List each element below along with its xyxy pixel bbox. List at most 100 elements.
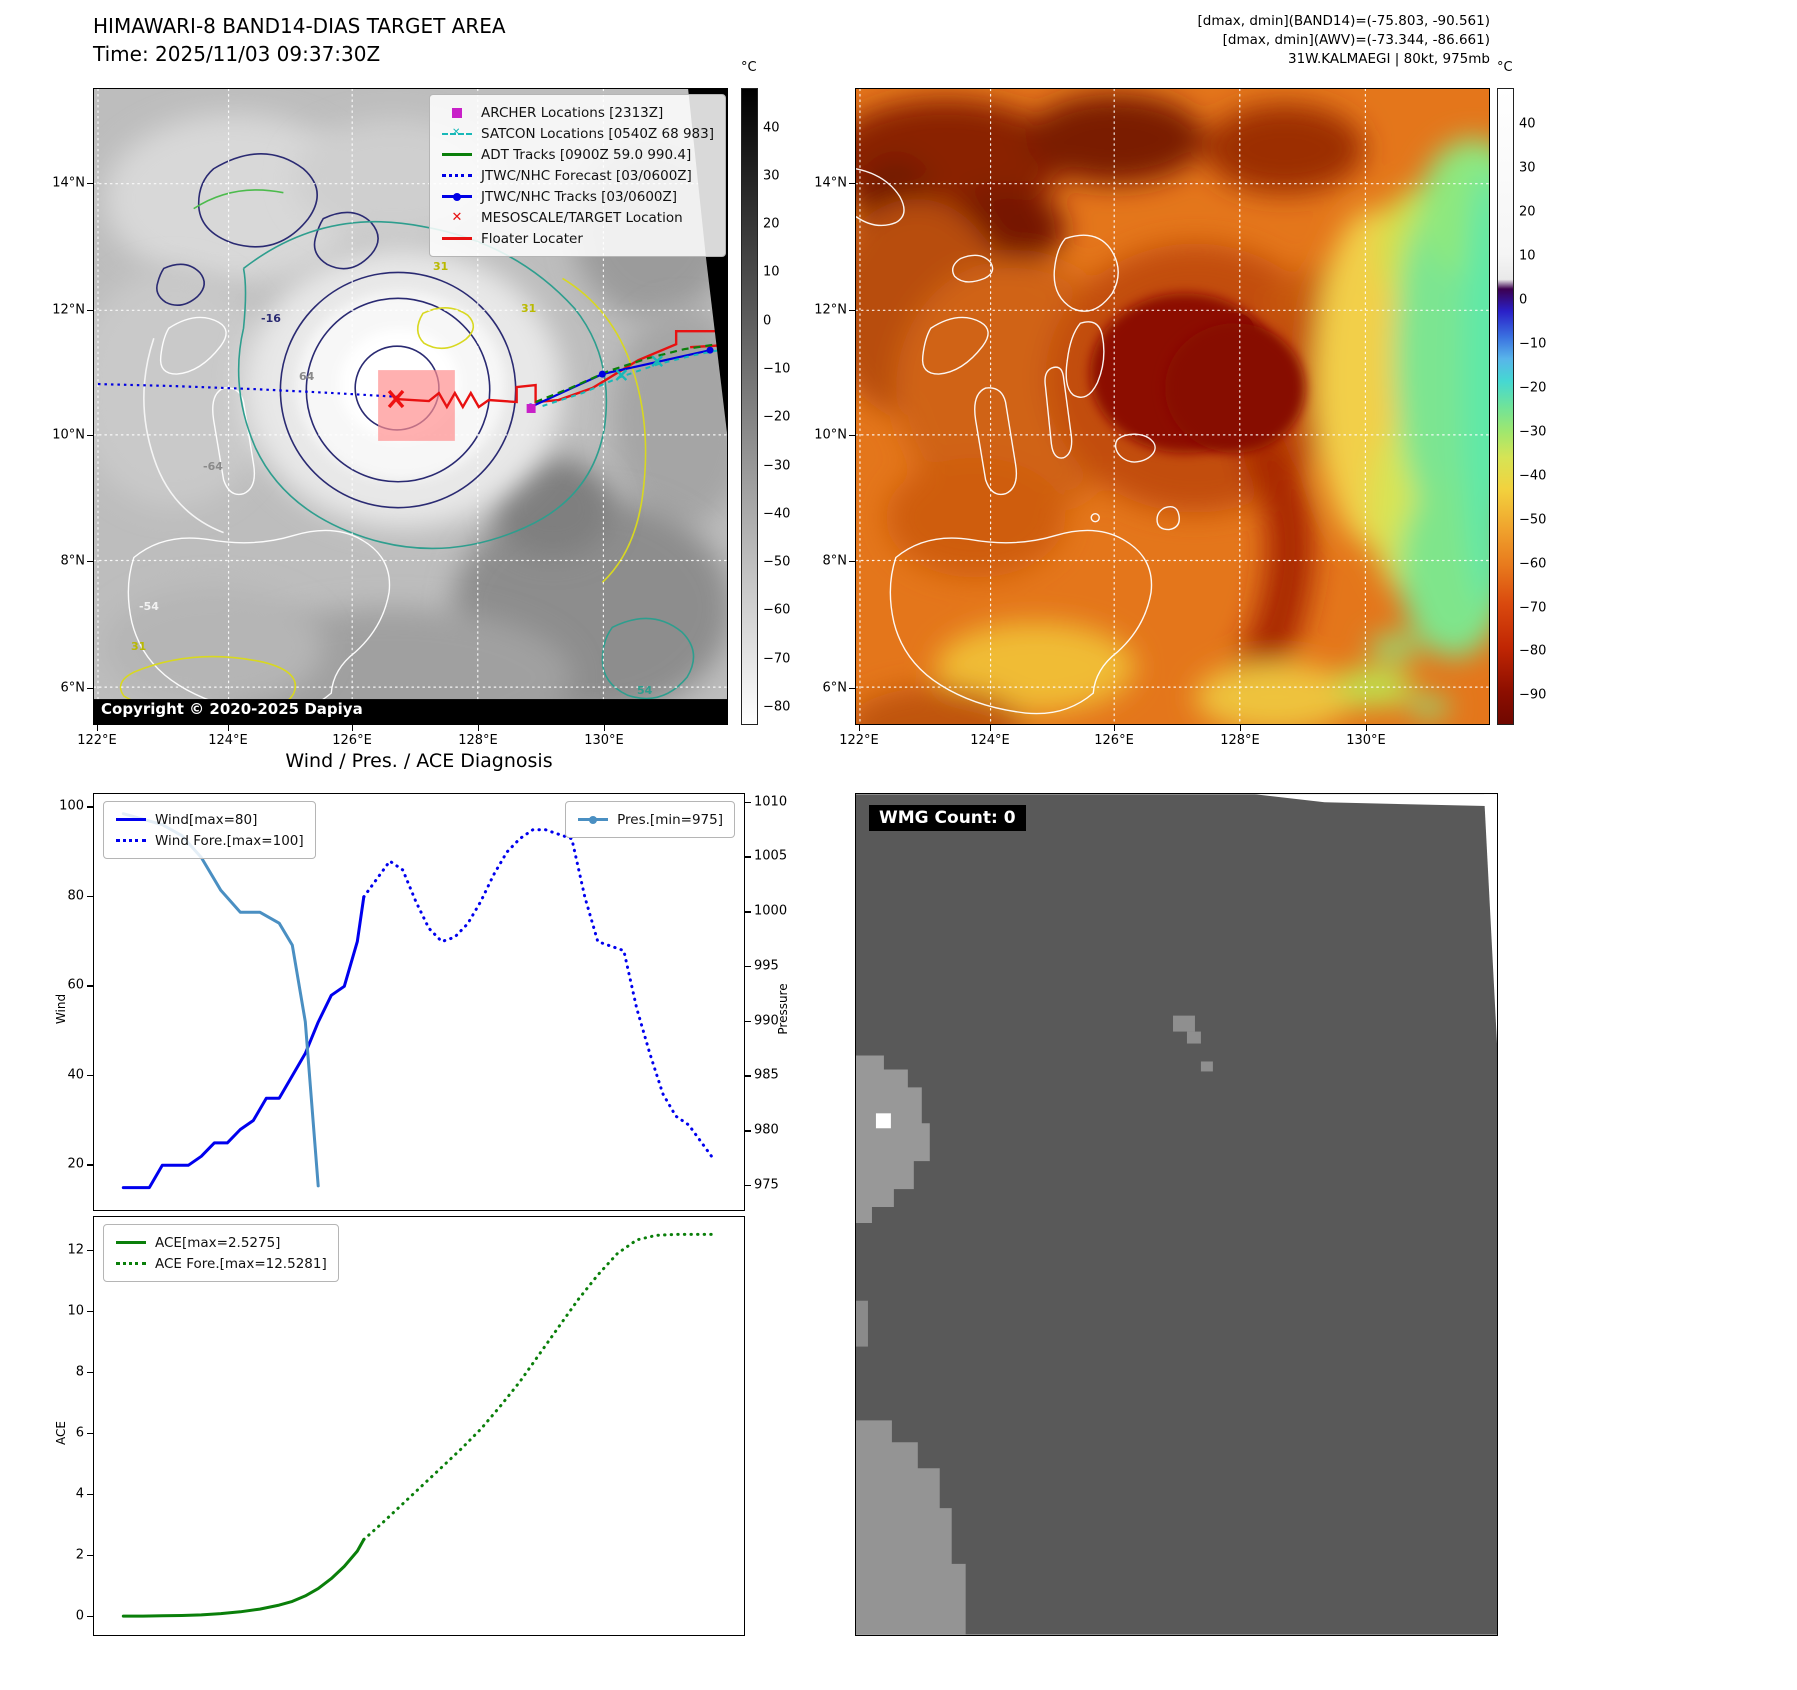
y-tick-mark xyxy=(87,1432,93,1435)
colorbar-tick: 30 xyxy=(1519,160,1536,176)
Floater Locater-swatch xyxy=(441,232,473,246)
coastlines xyxy=(856,168,1180,715)
satcon-x-marker xyxy=(651,355,664,367)
y-tick-label: 60 xyxy=(67,977,84,993)
pressure-legend: Pres.[min=975] xyxy=(565,801,735,838)
y-tick-label: 8 xyxy=(75,1364,84,1380)
x-tick-mark xyxy=(97,725,99,731)
series-ACE[max=2.5275] xyxy=(121,1538,366,1618)
contour-label: -54 xyxy=(139,600,159,613)
legend-item: JTWC/NHC Forecast [03/0600Z] xyxy=(441,165,714,186)
panel1-subtitle: Time: 2025/11/03 09:37:30Z xyxy=(93,42,381,66)
colorbar-tick: 20 xyxy=(1519,204,1536,220)
y-tick-label: 6 xyxy=(75,1425,84,1441)
ADT Tracks [0900Z 59.0 990.4]-swatch xyxy=(441,148,473,162)
ACE Fore.[max=12.5281]-swatch xyxy=(115,1257,147,1271)
y-tick-mark xyxy=(87,985,93,987)
series-Wind[max=80] xyxy=(121,895,366,1190)
ace-plot xyxy=(93,1216,745,1636)
satcon-track xyxy=(542,348,725,407)
legend-item: ADT Tracks [0900Z 59.0 990.4] xyxy=(441,144,714,165)
x-tick-mark xyxy=(603,725,606,731)
contour-label: 31 xyxy=(131,640,147,653)
y-tick-label: 80 xyxy=(67,888,84,904)
panel1-title: HIMAWARI-8 BAND14-DIAS TARGET AREA xyxy=(93,14,506,38)
target-x-marker xyxy=(387,389,405,409)
colorbar1-unit: °C xyxy=(741,60,757,75)
colorbar-tick: −30 xyxy=(1519,424,1547,440)
y-tick-label: 40 xyxy=(67,1067,84,1083)
copyright: Copyright © 2020-2025 Dapiya xyxy=(101,700,363,718)
legend-label: Floater Locater xyxy=(481,230,583,247)
colorbar-tick: 10 xyxy=(763,264,780,280)
y-tick-label: 8°N xyxy=(60,553,86,569)
contour-label: 31 xyxy=(521,302,537,315)
wind-axis-label: Wind xyxy=(54,993,68,1025)
colorbar-band14: 40 30 20 10 0 −10 −20 −30 −40 −50 −60 −70 −80 xyxy=(741,88,790,725)
y-tick-mark xyxy=(745,1075,751,1077)
x-tick-mark xyxy=(352,725,354,731)
colorbar-tick: −80 xyxy=(1519,643,1547,659)
ace-legend: ACE[max=2.5275] ACE Fore.[max=12.5281] xyxy=(103,1224,339,1282)
x-tick-label: 126°E xyxy=(1094,733,1134,748)
y-tick-label: 1010 xyxy=(754,794,788,810)
colorbar-tick: −70 xyxy=(763,651,791,667)
colorbar-tick: −20 xyxy=(1519,380,1547,396)
y-tick-mark xyxy=(745,1184,751,1187)
legend-label: MESOSCALE/TARGET Location xyxy=(481,209,683,226)
y-tick-label: 975 xyxy=(754,1177,779,1193)
Pres.[min=975]-swatch xyxy=(577,813,609,827)
legend-label: ACE[max=2.5275] xyxy=(155,1234,281,1251)
y-tick-label: 2 xyxy=(75,1547,84,1563)
colorbar-tick: −90 xyxy=(1519,687,1547,703)
colorbar-tick: −30 xyxy=(763,458,791,474)
x-tick-label: 128°E xyxy=(458,733,498,748)
y-tick-mark xyxy=(87,1249,93,1251)
y-tick-label: 4 xyxy=(75,1486,84,1502)
y-tick-label: 14°N xyxy=(814,175,847,191)
y-tick-label: 14°N xyxy=(52,175,85,191)
y-tick-mark xyxy=(849,560,855,563)
storm-identifier: 31W.KALMAEGI | 80kt, 975mb xyxy=(1288,51,1490,67)
colorbar-tick: −10 xyxy=(763,361,791,377)
colorbar-tick: 0 xyxy=(1519,292,1528,308)
colorbar-tick: −60 xyxy=(1519,556,1547,572)
y-tick-mark xyxy=(849,309,855,312)
y-tick-mark xyxy=(87,1615,93,1618)
contour-label: 54 xyxy=(637,684,653,697)
x-tick-mark xyxy=(1365,725,1368,731)
SATCON Locations [0540Z 68 983]-swatch: ✕ xyxy=(441,127,473,141)
band14-map-panel: ARCHER Locations [2313Z] ✕ SATCON Location… xyxy=(52,88,728,748)
ACE[max=2.5275]-swatch xyxy=(115,1236,147,1250)
x-tick-mark xyxy=(478,725,480,731)
wmg-count-label: WMG Count: 0 xyxy=(869,805,1026,831)
x-tick-mark xyxy=(990,725,992,731)
legend-item: JTWC/NHC Tracks [03/0600Z] xyxy=(441,186,714,207)
wind-legend: Wind[max=80] Wind Fore.[max=100] xyxy=(103,801,316,859)
jtwc-forecast-track xyxy=(97,382,402,399)
y-tick-label: 0 xyxy=(75,1608,84,1624)
JTWC/NHC Forecast [03/0600Z]-swatch xyxy=(441,169,473,183)
ace-chart: ACE[max=2.5275] ACE Fore.[max=12.5281] AC… xyxy=(54,1216,745,1636)
legend-label: ADT Tracks [0900Z 59.0 990.4] xyxy=(481,146,692,163)
y-tick-label: 1005 xyxy=(754,848,788,864)
legend-label: ACE Fore.[max=12.5281] xyxy=(155,1255,327,1272)
colorbar-tick: −10 xyxy=(1519,336,1547,352)
legend-item: ACE Fore.[max=12.5281] xyxy=(115,1253,327,1274)
series-Pres.[min=975] xyxy=(121,812,320,1188)
x-tick-mark xyxy=(1240,725,1242,731)
x-tick-label: 130°E xyxy=(1346,733,1386,748)
contour-label: -64 xyxy=(203,460,223,473)
satcon-x-marker xyxy=(615,369,628,381)
legend-item: ✕ SATCON Locations [0540Z 68 983] xyxy=(441,123,714,144)
y-tick-mark xyxy=(745,856,751,858)
legend-label: SATCON Locations [0540Z 68 983] xyxy=(481,125,714,142)
MESOSCALE/TARGET Location-swatch: ✕ xyxy=(451,210,463,225)
legend-label: Wind Fore.[max=100] xyxy=(155,832,304,849)
legend-item: Wind Fore.[max=100] xyxy=(115,830,304,851)
dmax-dmin-awv: [dmax, dmin](AWV)=(-73.344, -86.661) xyxy=(1222,32,1490,48)
x-tick-label: 122°E xyxy=(77,733,117,748)
awv-map-panel: 122°E 124°E 126°E 128°E 130°E 14°N 12°N 10°N 8°N… xyxy=(814,88,1490,748)
y-tick-mark xyxy=(87,687,93,690)
y-tick-mark xyxy=(745,1020,751,1023)
